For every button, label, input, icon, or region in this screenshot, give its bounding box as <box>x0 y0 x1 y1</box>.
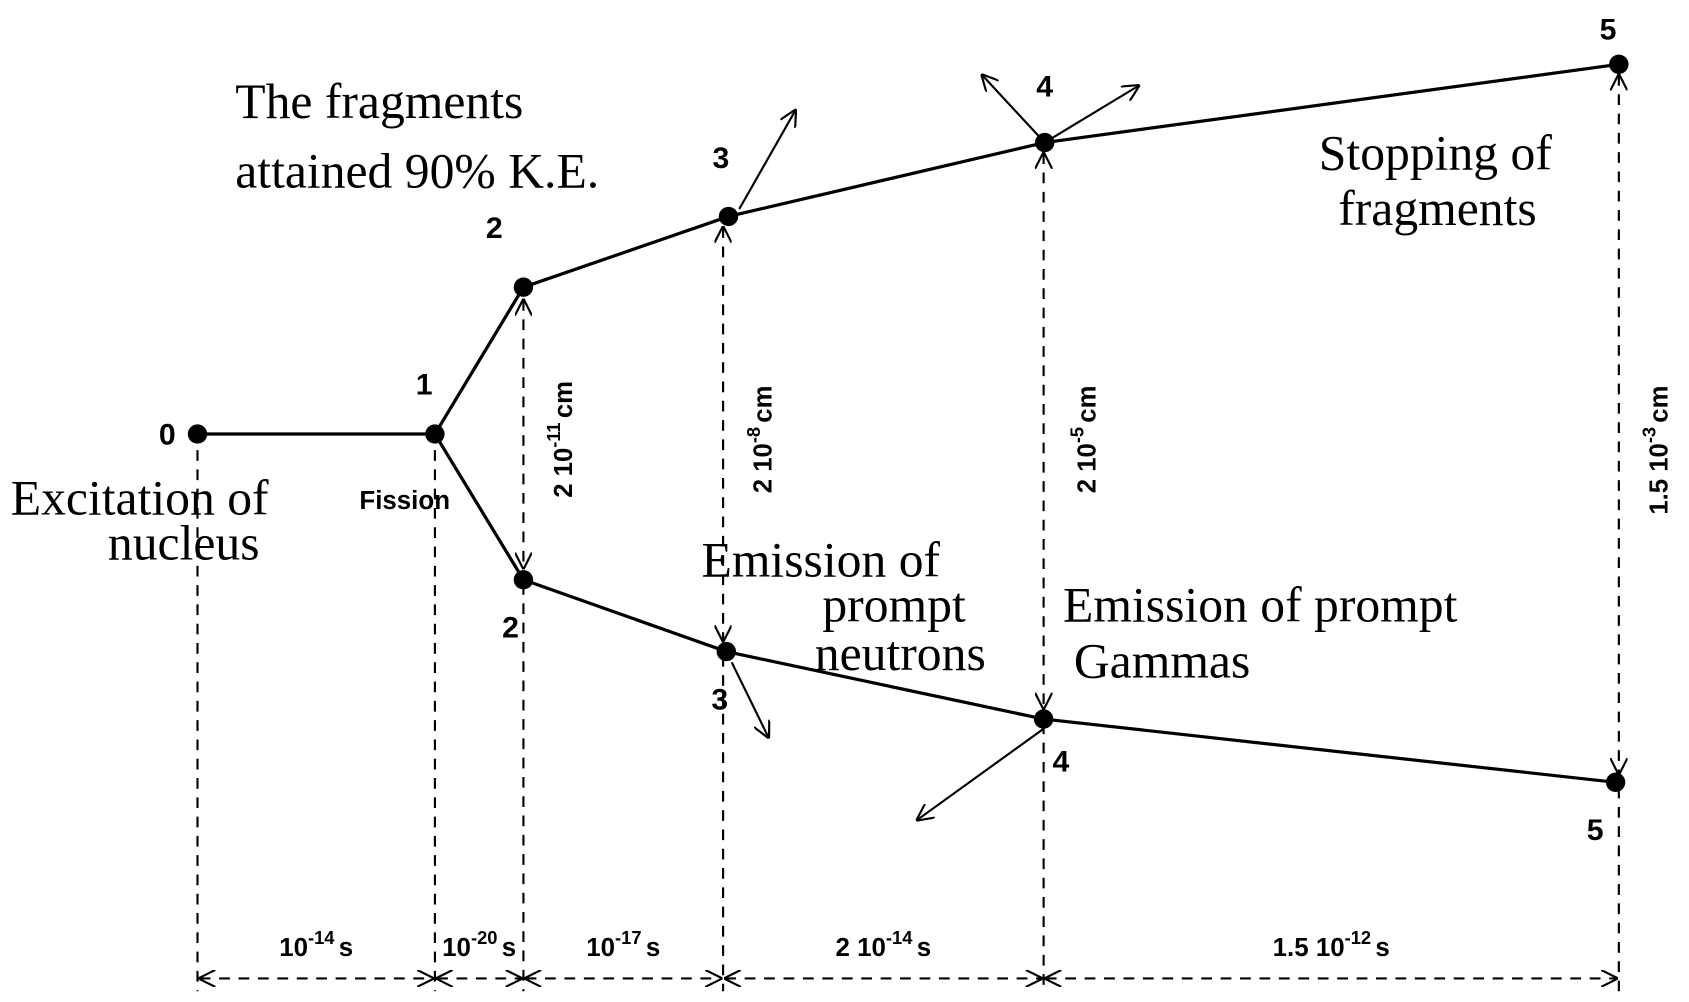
coefficient: 2 <box>1073 479 1101 493</box>
coefficient: 1.5 <box>1273 934 1309 962</box>
lower-fragment-path <box>522 578 1616 784</box>
node-label: 3 <box>713 142 730 175</box>
measure-label: 10-20 s <box>442 927 516 962</box>
measure-label: 10-14 s <box>279 927 353 962</box>
annotation: attained 90% K.E. <box>235 144 599 199</box>
node-label: 4 <box>1052 746 1069 779</box>
measure-label: 2 10-14 s <box>836 927 932 962</box>
node <box>1609 54 1629 74</box>
node-label: 5 <box>1587 814 1604 847</box>
annotation: Gammas <box>1074 633 1250 688</box>
unit: s <box>1375 934 1389 962</box>
annotation: prompt <box>822 578 966 633</box>
coefficient: 2 <box>836 934 850 962</box>
base: 10 <box>750 443 778 472</box>
node-label: 4 <box>1036 71 1053 104</box>
annotation: Fission <box>359 487 450 515</box>
base: 10 <box>1073 443 1101 472</box>
node <box>716 641 737 662</box>
annotation: neutrons <box>815 626 986 681</box>
branch <box>433 433 525 581</box>
emission-arrow <box>730 661 769 737</box>
emission-arrow <box>917 727 1045 820</box>
measure-label: 10-17 s <box>586 927 660 962</box>
upper-fragment-path <box>522 62 1620 289</box>
branch <box>433 286 525 435</box>
unit: s <box>646 934 660 962</box>
coefficient: 2 <box>750 479 778 493</box>
node <box>513 570 534 590</box>
measure-label: 2 10-5 cm <box>1066 386 1101 494</box>
node <box>1034 132 1055 153</box>
coefficient: 1.5 <box>1645 479 1673 515</box>
exponent: -8 <box>743 427 764 443</box>
node-label: 2 <box>486 212 503 245</box>
unit: s <box>917 934 931 962</box>
node-label: 1 <box>416 368 433 401</box>
measure-label: 2 10-8 cm <box>743 386 778 494</box>
base: 10 <box>442 934 471 962</box>
node <box>425 424 445 444</box>
emission-arrow <box>982 75 1046 144</box>
unit: cm <box>550 381 578 418</box>
exponent: -17 <box>615 927 641 948</box>
exponent: -20 <box>471 927 497 948</box>
coefficient: 2 <box>550 483 578 497</box>
emission-arrow <box>738 110 795 210</box>
node <box>187 424 208 444</box>
node <box>513 277 534 297</box>
base: 10 <box>1316 934 1345 962</box>
measure-label: 1.5 10-3 cm <box>1638 386 1673 515</box>
exponent: -3 <box>1638 427 1659 443</box>
node <box>718 206 739 227</box>
annotation: The fragments <box>235 74 523 129</box>
unit: cm <box>1073 386 1101 423</box>
node-label: 3 <box>711 684 728 717</box>
unit: cm <box>1645 386 1673 423</box>
annotation: Emission of prompt <box>1063 578 1458 633</box>
exponent: -5 <box>1066 427 1087 443</box>
annotation: Excitation of <box>11 471 269 526</box>
node <box>1605 772 1626 792</box>
base: 10 <box>279 934 308 962</box>
unit: cm <box>750 386 778 423</box>
base: 10 <box>586 934 615 962</box>
node-label: 2 <box>502 612 519 645</box>
exponent: -14 <box>886 927 913 948</box>
node <box>1033 709 1054 729</box>
emission-arrow <box>1044 86 1139 144</box>
measure-label: 2 10-11 cm <box>543 381 578 498</box>
annotation: fragments <box>1338 181 1537 236</box>
unit: s <box>339 934 353 962</box>
annotation: Emission of <box>702 533 941 588</box>
base: 10 <box>857 934 886 962</box>
base: 10 <box>1645 443 1673 472</box>
exponent: -14 <box>308 927 335 948</box>
exponent: -11 <box>543 422 564 447</box>
annotation: nucleus <box>108 516 260 571</box>
measure-label: 1.5 10-12 s <box>1273 927 1390 962</box>
node-label: 5 <box>1600 14 1617 47</box>
base: 10 <box>550 448 578 477</box>
unit: s <box>502 934 516 962</box>
annotation: Stopping of <box>1319 125 1553 180</box>
node-label: 0 <box>159 419 176 452</box>
exponent: -12 <box>1345 927 1371 948</box>
